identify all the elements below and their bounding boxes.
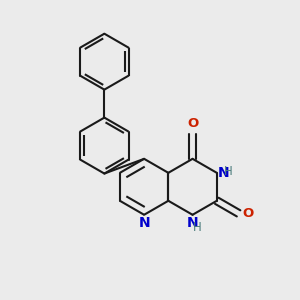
Text: N: N (138, 216, 150, 230)
Text: H: H (224, 165, 232, 178)
Text: N: N (218, 166, 229, 180)
Text: H: H (193, 221, 202, 234)
Text: O: O (243, 207, 254, 220)
Text: O: O (187, 117, 198, 130)
Text: N: N (187, 216, 198, 230)
